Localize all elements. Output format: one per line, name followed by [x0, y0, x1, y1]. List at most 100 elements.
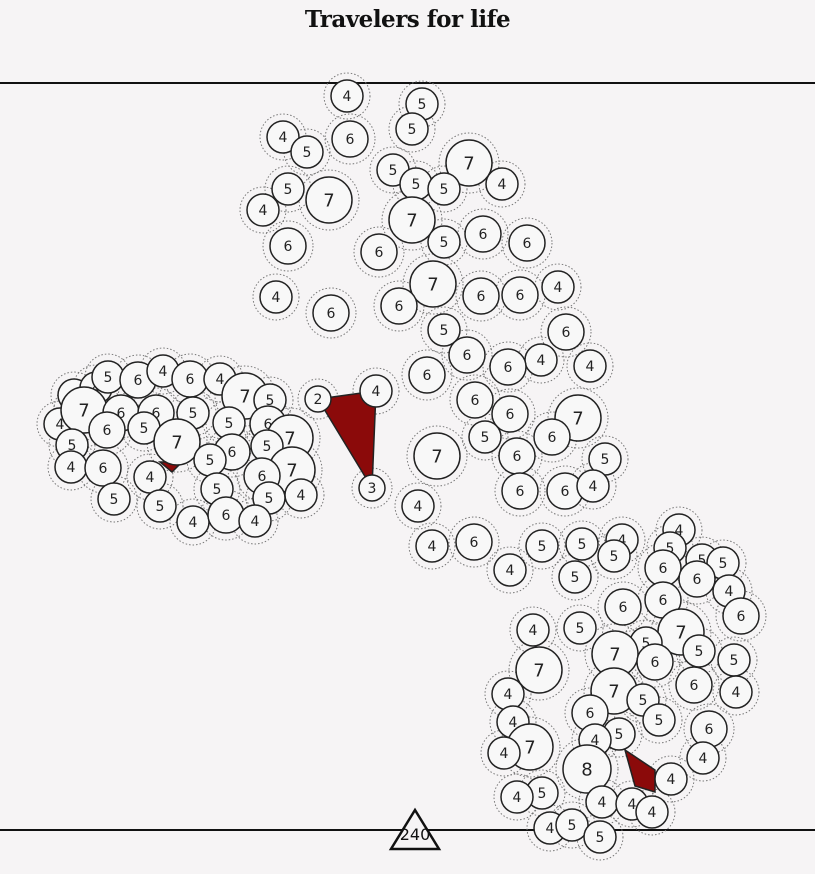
- node: 4: [686, 741, 720, 775]
- node-label: 4: [648, 805, 657, 821]
- node-halo: [388, 105, 436, 153]
- node: 6: [636, 643, 674, 681]
- node: 4: [485, 167, 519, 201]
- node-circle: [525, 529, 559, 563]
- node-label: 7: [533, 661, 544, 682]
- node: 4: [654, 762, 688, 796]
- node-label: 6: [375, 245, 384, 261]
- node-label: 5: [596, 830, 605, 846]
- node-circle: [358, 474, 386, 502]
- node-label: 4: [372, 384, 381, 400]
- node-halo: [259, 407, 321, 469]
- node-label: 5: [601, 452, 610, 468]
- node-label: 5: [639, 693, 648, 709]
- node-circle: [462, 277, 500, 315]
- node: 4: [493, 553, 527, 587]
- node-label: 4: [189, 515, 198, 531]
- node-label: 4: [675, 523, 684, 539]
- node: 6: [408, 356, 446, 394]
- node-halo: [352, 367, 400, 415]
- node-halo: [373, 280, 425, 332]
- node-circle: [331, 120, 369, 158]
- node-label: 7: [524, 738, 535, 759]
- node-halo: [262, 220, 314, 272]
- node-circle: [565, 527, 599, 561]
- node-label: 7: [239, 387, 250, 408]
- node-label: 6: [506, 407, 515, 423]
- node: 6: [207, 496, 245, 534]
- node: 5: [395, 112, 429, 146]
- node-label: 7: [675, 623, 686, 644]
- node-label: 5: [730, 653, 739, 669]
- node-label: 7: [572, 409, 583, 430]
- node: 6: [84, 449, 122, 487]
- node-label: 5: [666, 541, 675, 557]
- node-halo: [534, 263, 582, 311]
- node: 4: [500, 780, 534, 814]
- node-circle: [489, 348, 527, 386]
- node: 5: [468, 420, 502, 454]
- node-label: 4: [343, 89, 352, 105]
- node-halo: [448, 516, 500, 568]
- node-circle: [408, 356, 446, 394]
- node-label: 5: [538, 539, 547, 555]
- node-halo: [420, 306, 468, 354]
- node-label: 5: [642, 636, 651, 652]
- node: 6: [644, 549, 682, 587]
- node: 5: [399, 167, 433, 201]
- node-label: 5: [695, 644, 704, 660]
- node: 5: [427, 172, 461, 206]
- node-halo: [499, 716, 561, 778]
- node-circle: [359, 374, 393, 408]
- node: 5: [682, 634, 716, 668]
- node-label: 6: [477, 289, 486, 305]
- node-circle: [576, 469, 610, 503]
- node: 4: [516, 613, 550, 647]
- node-label: 4: [279, 130, 288, 146]
- node-label: 6: [586, 706, 595, 722]
- node-halo: [394, 482, 442, 530]
- node-label: 4: [216, 372, 225, 388]
- node: 5: [583, 820, 617, 854]
- node: 5: [597, 539, 631, 573]
- node-halo: [712, 668, 760, 716]
- node-label: 5: [408, 122, 417, 138]
- node-label: 5: [481, 430, 490, 446]
- node: 5: [565, 527, 599, 561]
- node-label: 5: [266, 393, 275, 409]
- node: 6: [501, 472, 539, 510]
- node-label: 7: [323, 191, 334, 212]
- node-label: 5: [578, 537, 587, 553]
- node-label: 4: [92, 381, 101, 397]
- node-label: 4: [251, 514, 260, 530]
- node: 6: [269, 227, 307, 265]
- node-circle: [678, 560, 716, 598]
- node-circle: [515, 646, 563, 694]
- node-label: 4: [598, 795, 607, 811]
- node: 4: [541, 270, 575, 304]
- node-label: 4: [414, 499, 423, 515]
- node-label: 6: [117, 406, 126, 422]
- node-label: 6: [423, 368, 432, 384]
- node: 4: [524, 343, 558, 377]
- node: 6: [690, 710, 728, 748]
- node-label: 5: [440, 182, 449, 198]
- node: 2: [304, 385, 332, 413]
- node-label: 4: [428, 539, 437, 555]
- node: 5: [563, 611, 597, 645]
- node: 6: [547, 313, 585, 351]
- node-label: 5: [615, 727, 624, 743]
- node-circle: [259, 280, 293, 314]
- node-label: 5: [140, 421, 149, 437]
- node-circle: [456, 381, 494, 419]
- node-label: 4: [725, 584, 734, 600]
- node-circle: [246, 193, 280, 227]
- node-label: 6: [222, 508, 231, 524]
- node-label: 5: [412, 177, 421, 193]
- node-circle: [360, 233, 398, 271]
- node-halo: [461, 413, 509, 461]
- node-halo: [517, 336, 565, 384]
- node: 5: [558, 560, 592, 594]
- node-halo: [252, 273, 300, 321]
- node-label: 6: [479, 227, 488, 243]
